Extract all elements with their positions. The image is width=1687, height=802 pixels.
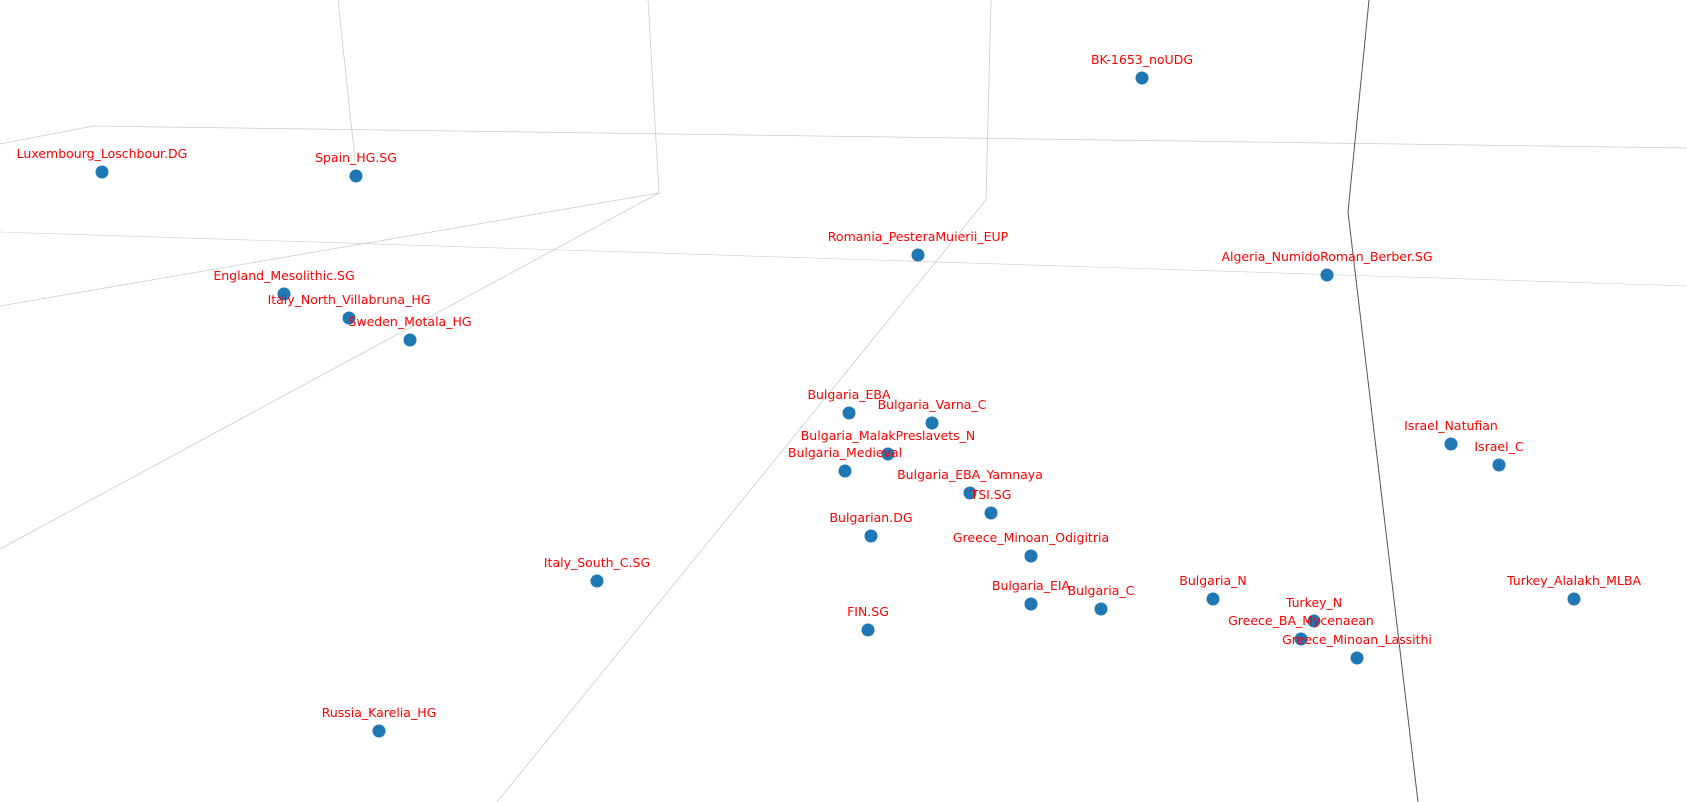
data-point[interactable]: [1567, 592, 1581, 606]
data-point-group: Bulgarian.DG: [829, 510, 913, 543]
gridline: [1347, 0, 1419, 802]
data-label: Bulgaria_EBA: [807, 387, 891, 402]
data-label: Turkey_Alalakh_MLBA: [1506, 573, 1641, 588]
data-point[interactable]: [864, 529, 878, 543]
data-label: Sweden_Motala_HG: [348, 314, 471, 329]
data-point-group: BK-1653_noUDG: [1091, 52, 1193, 85]
data-point[interactable]: [349, 169, 363, 183]
data-point[interactable]: [1350, 651, 1364, 665]
data-point[interactable]: [1320, 268, 1334, 282]
data-label: Bulgaria_EIA: [992, 578, 1071, 593]
data-label: Turkey_N: [1285, 595, 1342, 610]
data-point[interactable]: [372, 724, 386, 738]
data-label: Greece_Minoan_Odigitria: [953, 530, 1109, 545]
data-point-group: England_Mesolithic.SG: [213, 268, 355, 301]
data-point-group: Bulgaria_EIA: [992, 578, 1071, 611]
data-label: Bulgarian.DG: [829, 510, 912, 525]
data-point[interactable]: [1294, 632, 1308, 646]
data-point[interactable]: [1024, 549, 1038, 563]
data-point[interactable]: [984, 506, 998, 520]
gridline: [496, 0, 992, 802]
data-point[interactable]: [881, 447, 895, 461]
data-label: Bulgaria_MalakPreslavets_N: [801, 428, 976, 443]
data-point[interactable]: [403, 333, 417, 347]
data-point[interactable]: [1094, 602, 1108, 616]
gridline: [0, 125, 1687, 149]
data-point-group: Turkey_N: [1285, 595, 1342, 628]
data-point[interactable]: [277, 287, 291, 301]
data-label: Greece_BA_Mycenaean: [1228, 613, 1374, 628]
data-point-group: Bulgaria_EBA_Yamnaya: [897, 467, 1043, 500]
gridline: [0, 192, 660, 307]
data-label: Israel_C: [1474, 439, 1523, 454]
data-point[interactable]: [95, 165, 109, 179]
data-point[interactable]: [861, 623, 875, 637]
data-point-group: Romania_PesteraMuierii_EUP: [828, 229, 1009, 262]
data-label: Italy_South_C.SG: [544, 555, 650, 570]
data-label: FIN.SG: [847, 604, 889, 619]
data-point[interactable]: [925, 416, 939, 430]
data-point[interactable]: [842, 406, 856, 420]
data-point-group: Israel_C: [1474, 439, 1524, 472]
data-point-group: Bulgaria_C: [1068, 583, 1135, 616]
data-point[interactable]: [1444, 437, 1458, 451]
data-label: Bulgaria_Medieval: [788, 445, 902, 460]
data-point-group: Bulgaria_N: [1179, 573, 1247, 606]
data-point-group: Italy_South_C.SG: [544, 555, 650, 588]
data-label: Bulgaria_EBA_Yamnaya: [897, 467, 1043, 482]
data-label: Romania_PesteraMuierii_EUP: [828, 229, 1009, 244]
data-label: England_Mesolithic.SG: [213, 268, 354, 283]
data-point-group: Israel_Natufian: [1404, 418, 1498, 451]
data-point-group: Bulgaria_MalakPreslavets_N: [801, 428, 976, 461]
data-point-group: Luxembourg_Loschbour.DG: [17, 146, 188, 179]
data-point-group: Bulgaria_EBA: [807, 387, 891, 420]
data-label: Bulgaria_N: [1179, 573, 1246, 588]
data-point-group: Greece_Minoan_Odigitria: [953, 530, 1109, 563]
data-point-group: Sweden_Motala_HG: [348, 314, 472, 347]
data-point-group: Spain_HG.SG: [315, 150, 397, 183]
data-label: Israel_Natufian: [1404, 418, 1498, 433]
data-label: Russia_Karelia_HG: [322, 705, 437, 720]
data-marks: BK-1653_noUDG Luxembourg_Loschbour.DG Spai…: [17, 52, 1641, 738]
data-label: Italy_North_Villabruna_HG: [268, 292, 431, 307]
data-point[interactable]: [963, 486, 977, 500]
data-point[interactable]: [1135, 71, 1149, 85]
data-point-group: Russia_Karelia_HG: [322, 705, 437, 738]
data-label: Bulgaria_Varna_C: [878, 397, 987, 412]
data-point-group: Algeria_NumidoRoman_Berber.SG: [1221, 249, 1433, 282]
data-label: Luxembourg_Loschbour.DG: [17, 146, 188, 161]
data-point[interactable]: [342, 311, 356, 325]
data-label: Bulgaria_C: [1068, 583, 1135, 598]
data-point-group: Greece_Minoan_Lassithi: [1282, 632, 1432, 665]
data-point[interactable]: [1024, 597, 1038, 611]
gridline: [337, 0, 356, 161]
data-point[interactable]: [1492, 458, 1506, 472]
data-point[interactable]: [838, 464, 852, 478]
data-point-group: Bulgaria_Medieval: [788, 445, 902, 478]
data-label: Spain_HG.SG: [315, 150, 397, 165]
data-label: Greece_Minoan_Lassithi: [1282, 632, 1432, 647]
gridline: [0, 231, 1687, 287]
data-point-group: FIN.SG: [847, 604, 889, 637]
data-point-group: Italy_North_Villabruna_HG: [268, 292, 431, 325]
data-label: Algeria_NumidoRoman_Berber.SG: [1221, 249, 1432, 264]
data-label: TSI.SG: [970, 487, 1012, 502]
data-point[interactable]: [1206, 592, 1220, 606]
data-point-group: Bulgaria_Varna_C: [878, 397, 987, 430]
data-point-group: Turkey_Alalakh_MLBA: [1506, 573, 1641, 606]
data-point[interactable]: [590, 574, 604, 588]
data-point-group: Greece_BA_Mycenaean: [1228, 613, 1374, 646]
data-point[interactable]: [1307, 614, 1321, 628]
data-point-group: TSI.SG: [970, 487, 1012, 520]
data-label: BK-1653_noUDG: [1091, 52, 1193, 67]
data-point[interactable]: [911, 248, 925, 262]
